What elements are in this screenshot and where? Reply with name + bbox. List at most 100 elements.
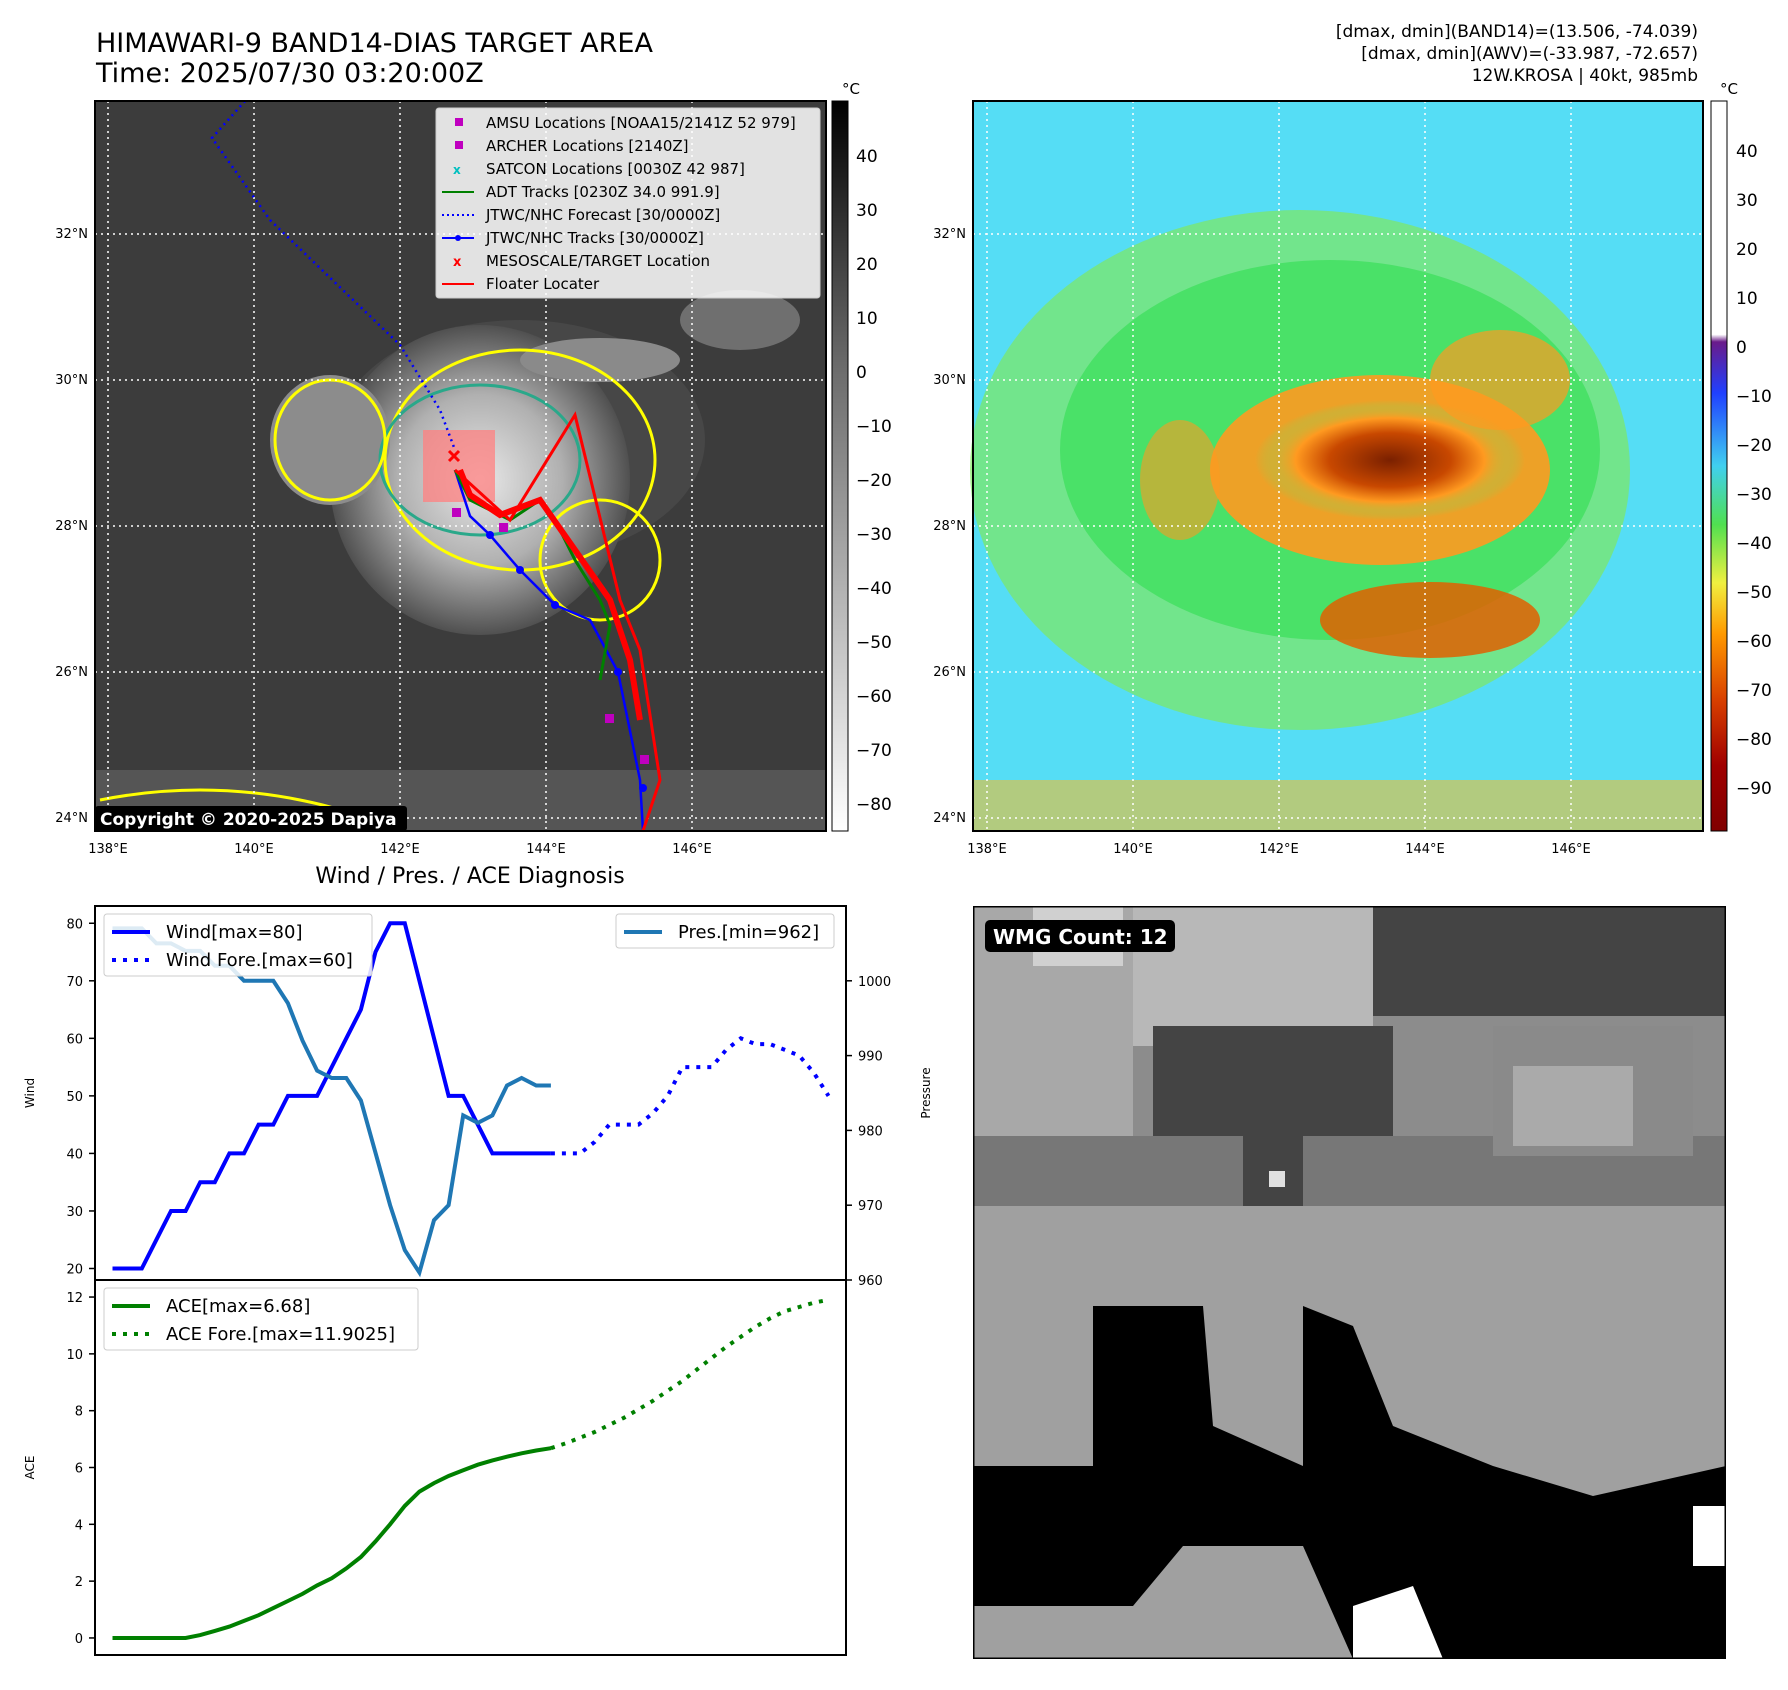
legend-label: ARCHER Locations [2140Z] xyxy=(486,137,689,155)
legend-label: Floater Locater xyxy=(486,275,600,293)
legend-label: MESOSCALE/TARGET Location xyxy=(486,252,710,270)
wind-legend-label: Wind[max=80] xyxy=(166,922,303,943)
floater-track-heavy xyxy=(457,468,643,721)
ace-ytick-label: 10 xyxy=(66,1348,83,1363)
storm-info: 12W.KROSA | 40kt, 985mb xyxy=(1471,66,1698,86)
svg-text:−50: −50 xyxy=(856,633,892,653)
amsu-markers xyxy=(452,508,649,764)
wv-lat-tick: 24°N xyxy=(933,811,966,826)
wv-colorbar-ticks: 40 30 20 10 0 −10 −20 −30 −40 −50 −60 −7… xyxy=(1736,142,1772,799)
wmg-panel: WMG Count: 12 xyxy=(973,906,1726,1659)
wind-ytick-label: 50 xyxy=(66,1090,83,1105)
pressure-legend-label: Pres.[min=962] xyxy=(678,922,819,943)
series-line-2 xyxy=(112,926,551,1278)
svg-text:−30: −30 xyxy=(856,525,892,545)
copyright-label: Copyright © 2020-2025 Dapiya xyxy=(100,810,397,830)
svg-text:−80: −80 xyxy=(1736,730,1772,750)
ace-ytick-label: 0 xyxy=(75,1632,83,1647)
svg-text:x: x xyxy=(453,255,462,270)
svg-text:0: 0 xyxy=(856,363,867,383)
ace-ytick-label: 12 xyxy=(66,1291,83,1306)
wind-ytick-label: 30 xyxy=(66,1205,83,1220)
pressure-legend xyxy=(615,913,835,949)
wind-ytick-label: 60 xyxy=(66,1032,83,1047)
svg-text:−70: −70 xyxy=(856,741,892,761)
svg-text:30: 30 xyxy=(1736,191,1758,211)
ir-lon-tick: 142°E xyxy=(380,842,420,857)
legend-label: ADT Tracks [0230Z 34.0 991.9] xyxy=(486,183,720,201)
wind-forecast-legend-label: Wind Fore.[max=60] xyxy=(166,950,353,971)
svg-text:−40: −40 xyxy=(856,579,892,599)
svg-text:40: 40 xyxy=(1736,142,1758,162)
target-marker xyxy=(447,449,461,463)
svg-text:−30: −30 xyxy=(1736,485,1772,505)
legend-label: SATCON Locations [0030Z 42 987] xyxy=(486,160,745,178)
svg-text:10: 10 xyxy=(1736,289,1758,309)
svg-text:40: 40 xyxy=(856,147,878,167)
ir-lat-tick: 26°N xyxy=(55,665,88,680)
band14-range: [dmax, dmin](BAND14)=(13.506, -74.039) xyxy=(1335,22,1698,42)
wv-colorbar xyxy=(1710,100,1728,832)
pressure-ytick-label: 960 xyxy=(858,1274,883,1289)
legend-label: JTWC/NHC Forecast [30/0000Z] xyxy=(485,206,720,224)
ir-lat-tick: 28°N xyxy=(55,519,88,534)
wind-ytick-label: 80 xyxy=(66,917,83,932)
svg-text:−20: −20 xyxy=(1736,436,1772,456)
ace-ytick-label: 6 xyxy=(75,1462,83,1477)
svg-text:−60: −60 xyxy=(1736,632,1772,652)
ir-lat-tick: 32°N xyxy=(55,227,88,242)
ir-lat-tick: 30°N xyxy=(55,373,88,388)
floater-track xyxy=(453,411,662,832)
jtwc-forecast-track xyxy=(210,100,457,451)
pressure-ytick-label: 980 xyxy=(858,1124,883,1139)
pressure-ytick-label: 1000 xyxy=(858,975,891,990)
svg-text:0: 0 xyxy=(1736,338,1747,358)
wmg-count-label: WMG Count: 12 xyxy=(993,925,1168,949)
ace-series-line-1 xyxy=(550,1297,829,1451)
diagnosis-title: Wind / Pres. / ACE Diagnosis xyxy=(315,864,625,889)
ir-colorbar xyxy=(831,100,849,832)
svg-text:−80: −80 xyxy=(856,795,892,815)
wind-ytick-label: 20 xyxy=(66,1262,83,1277)
svg-text:20: 20 xyxy=(856,255,878,275)
svg-text:−50: −50 xyxy=(1736,583,1772,603)
pressure-ytick-label: 990 xyxy=(858,1050,883,1065)
ace-ytick-label: 4 xyxy=(75,1518,83,1533)
series-line-1 xyxy=(550,1036,831,1156)
wind-ylabel: Wind xyxy=(23,1078,37,1108)
legend-label: JTWC/NHC Tracks [30/0000Z] xyxy=(485,229,704,247)
ir-lon-tick: 144°E xyxy=(526,842,566,857)
svg-text:−20: −20 xyxy=(856,471,892,491)
wv-lon-tick: 146°E xyxy=(1551,842,1591,857)
figure-title: HIMAWARI-9 BAND14-DIAS TARGET AREA xyxy=(96,28,653,59)
wv-lat-tick: 26°N xyxy=(933,665,966,680)
svg-text:−60: −60 xyxy=(856,687,892,707)
ir-lon-tick: 146°E xyxy=(672,842,712,857)
svg-text:−10: −10 xyxy=(1736,387,1772,407)
ir-colorbar-unit: °C xyxy=(842,80,860,98)
ir-colorbar-ticks: 40 30 20 10 0 −10 −20 −30 −40 −50 −60 −7… xyxy=(856,147,892,815)
wv-lat-tick: 30°N xyxy=(933,373,966,388)
svg-text:−90: −90 xyxy=(1736,779,1772,799)
wind-legend xyxy=(103,913,373,977)
ace-legend xyxy=(103,1287,419,1351)
wv-lat-tick: 28°N xyxy=(933,519,966,534)
jtwc-track-points xyxy=(486,531,647,792)
wv-lon-tick: 138°E xyxy=(967,842,1007,857)
svg-text:−40: −40 xyxy=(1736,534,1772,554)
ace-ytick-label: 8 xyxy=(75,1405,83,1420)
ir-legend xyxy=(435,107,821,299)
wind-ytick-label: 70 xyxy=(66,975,83,990)
ir-map-panel: 138°E 140°E 142°E 144°E 146°E 32°N 30°N … xyxy=(55,80,1772,857)
svg-text:10: 10 xyxy=(856,309,878,329)
pressure-ytick-label: 970 xyxy=(858,1199,883,1214)
ace-series-line-0 xyxy=(112,1446,552,1640)
ace-ytick-label: 2 xyxy=(75,1575,83,1590)
wv-colorbar-unit: °C xyxy=(1720,80,1738,98)
mesoscale-box xyxy=(423,430,495,502)
wv-lon-tick: 144°E xyxy=(1405,842,1445,857)
awv-range: [dmax, dmin](AWV)=(-33.987, -72.657) xyxy=(1361,44,1698,64)
svg-text:−70: −70 xyxy=(1736,681,1772,701)
svg-text:−10: −10 xyxy=(856,417,892,437)
svg-text:20: 20 xyxy=(1736,240,1758,260)
